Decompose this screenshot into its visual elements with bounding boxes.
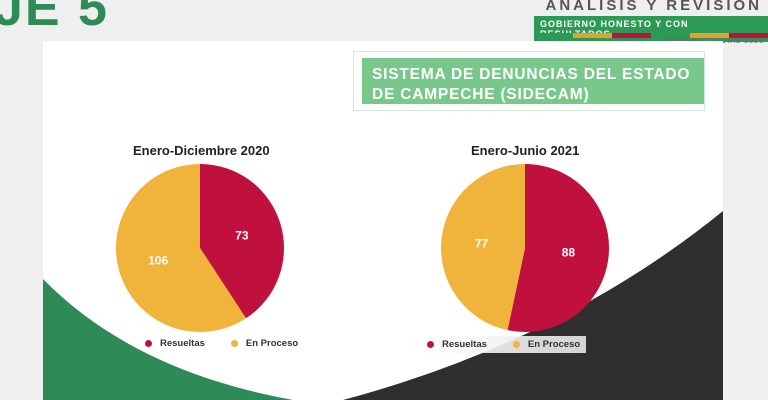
decorative-swoosh [43,211,723,400]
swoosh-green [43,279,293,400]
chart-1-legend: Resueltas En Proceso [145,338,298,349]
background-section-number: JE 5 [0,0,109,37]
presentation-slide: SISTEMA DE DENUNCIAS DEL ESTADO DE CAMPE… [43,41,723,400]
pie-chart-2020: 73 106 [115,164,284,332]
legend-dot-en-proceso [230,340,238,347]
pie-chart-2021: 88 77 [440,164,609,332]
banner-fill: SISTEMA DE DENUNCIAS DEL ESTADO DE CAMPE… [362,58,704,104]
legend-item-resueltas: Resueltas [427,339,487,350]
legend-label-en-proceso: En Proceso [527,339,581,350]
chart-1-title: Enero-Diciembre 2020 [133,143,270,158]
pie-slice-en-proceso [115,164,246,332]
pie-data-label-en-proceso: 106 [148,253,168,267]
legend-item-en-proceso: En Proceso [512,339,581,350]
legend-dot-resueltas [427,341,434,348]
pie-data-label-en-proceso: 77 [475,236,489,250]
legend-label-resueltas: Resueltas [160,338,205,349]
legend-dot-en-proceso [512,341,520,348]
pie-slice-en-proceso [440,164,525,331]
slide-title: SISTEMA DE DENUNCIAS DEL ESTADO DE CAMPE… [372,66,691,103]
header-color-strip [534,33,768,38]
chart-2-title: Enero-Junio 2021 [471,143,580,158]
legend-dot-resueltas [145,340,152,347]
pie-data-label-resueltas: 73 [235,229,249,243]
legend-label-en-proceso: En Proceso [245,338,299,349]
pie-data-label-resueltas: 88 [562,246,576,260]
legend-label-resueltas: Resueltas [442,339,487,350]
legend-item-resueltas: Resueltas [145,338,205,349]
legend-item-en-proceso: En Proceso [230,338,299,349]
slide-title-banner: SISTEMA DE DENUNCIAS DEL ESTADO DE CAMPE… [353,51,705,111]
header-title: ANÁLISIS Y REVISIÓN [545,0,762,14]
pie-slice-resueltas [200,164,284,319]
swoosh-dark [343,211,723,400]
chart-2-legend: Resueltas En Proceso [411,336,587,353]
pie-slice-resueltas [507,164,609,332]
